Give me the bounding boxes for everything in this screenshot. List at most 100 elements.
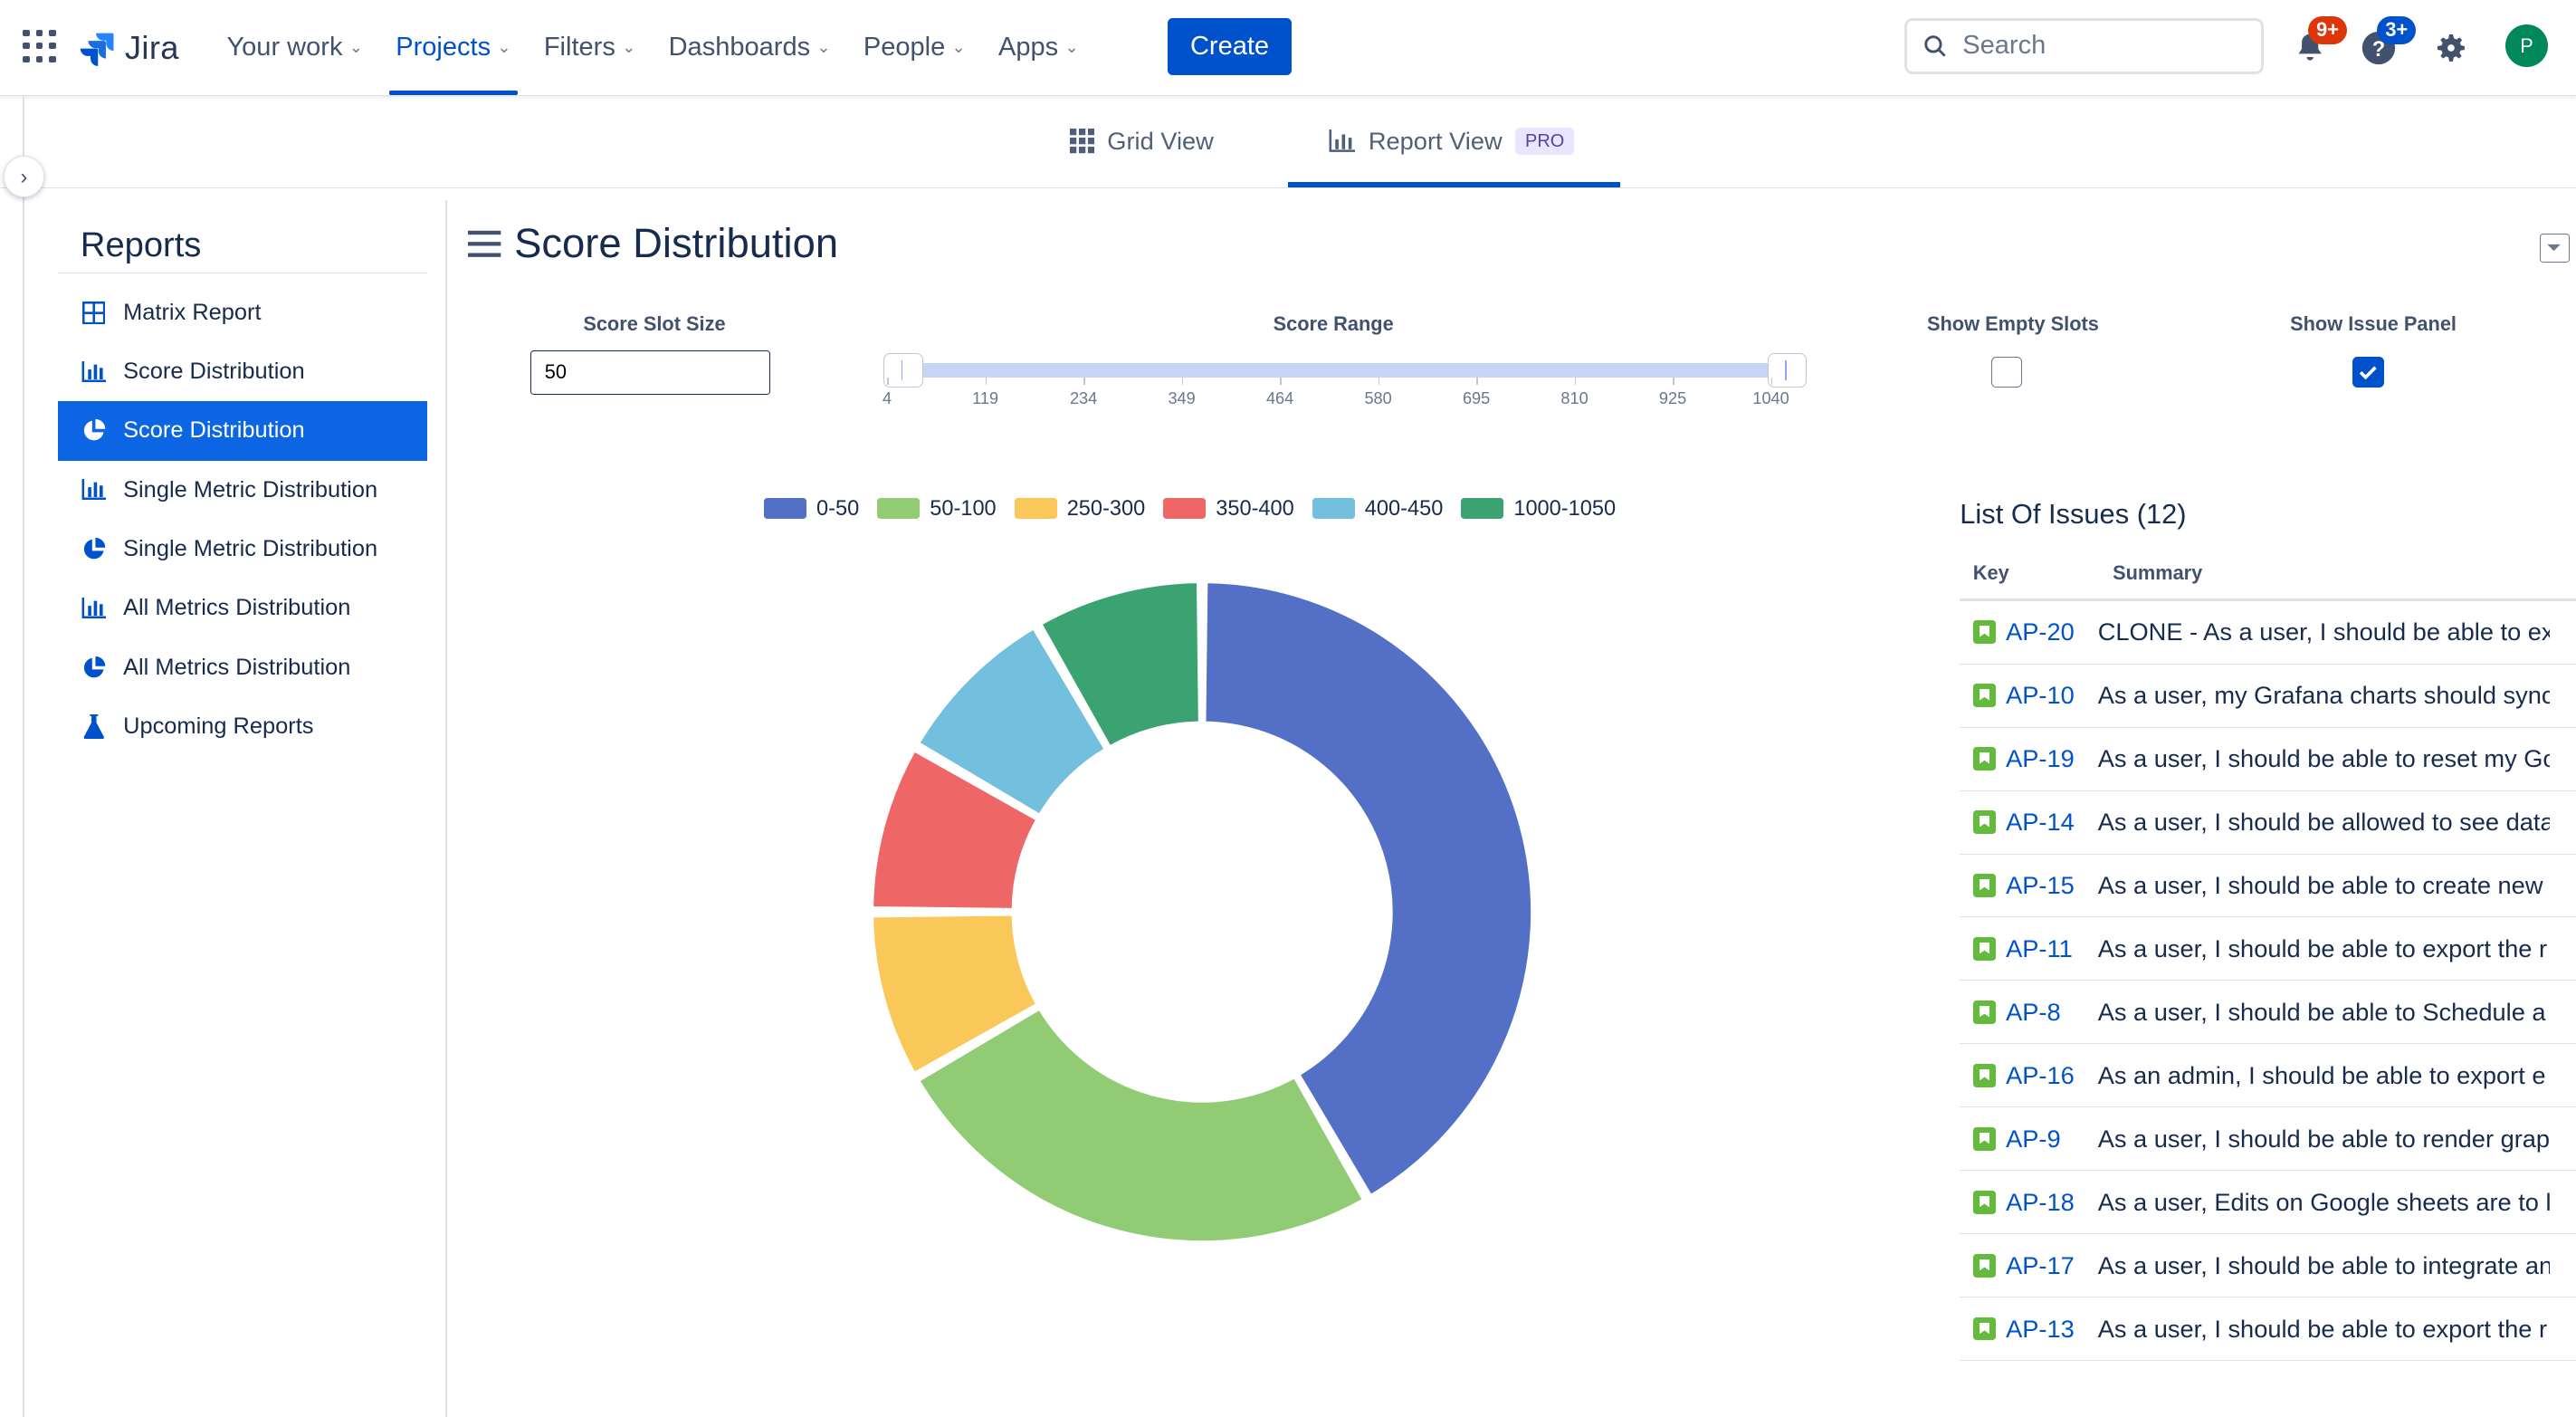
sidebar-item-score-distribution-bar[interactable]: Score Distribution: [58, 342, 427, 401]
donut-slice-350-400[interactable]: [870, 748, 1040, 912]
range-max-handle[interactable]: [1767, 353, 1808, 388]
avatar[interactable]: P: [2504, 24, 2549, 68]
story-icon: [1972, 620, 1997, 644]
sidebar-item-score-distribution-pie[interactable]: Score Distribution: [57, 401, 427, 461]
issue-key-link[interactable]: AP-8: [1960, 998, 2065, 1027]
jira-logo[interactable]: Jira: [79, 23, 179, 72]
donut-slice-250-300[interactable]: [870, 913, 1040, 1076]
table-row[interactable]: AP-11 As a user, I should be able to expo…: [1960, 917, 2576, 981]
show-issue-panel-label: Show Issue Panel: [2290, 311, 2457, 335]
table-row[interactable]: AP-9 As a user, I should be able to rende…: [1960, 1107, 2576, 1172]
sidebar-item-all-metrics-pie[interactable]: All Metrics Distribution: [58, 638, 427, 697]
issue-key-link[interactable]: AP-9: [1960, 1125, 2065, 1154]
nav-dashboards[interactable]: Dashboards ⌄: [652, 0, 846, 95]
donut-slice-400-450[interactable]: [917, 626, 1108, 818]
sidebar-expand-button[interactable]: ›: [3, 156, 45, 197]
table-row[interactable]: AP-13 As a user, I should be able to expo…: [1960, 1297, 2576, 1362]
help-badge: 3+: [2377, 16, 2417, 44]
issue-key-link[interactable]: AP-15: [1960, 871, 2075, 900]
issue-key-link[interactable]: AP-17: [1960, 1251, 2075, 1280]
range-tick-mark: [1673, 378, 1674, 385]
issue-key-text: AP-18: [2006, 1187, 2075, 1216]
legend-item[interactable]: 50-100: [877, 496, 997, 521]
nav-your-work[interactable]: Your work ⌄: [210, 0, 379, 95]
issue-key-link[interactable]: AP-11: [1960, 934, 2073, 963]
hamburger-menu-icon[interactable]: [468, 229, 501, 259]
tab-report-view[interactable]: Report View PRO: [1287, 97, 1621, 187]
pie-chart-icon: [81, 536, 107, 562]
issue-key-link[interactable]: AP-14: [1960, 808, 2075, 837]
donut-slice-1000-1050[interactable]: [1039, 579, 1202, 750]
help-button[interactable]: ? 3+: [2354, 16, 2417, 72]
range-tick-mark: [1476, 378, 1478, 385]
jira-logo-text: Jira: [124, 28, 179, 66]
story-icon: [1972, 1001, 1997, 1024]
legend-item[interactable]: 0-50: [763, 496, 859, 521]
legend-item[interactable]: 350-400: [1163, 496, 1294, 521]
donut-slice-0-50[interactable]: [1203, 579, 1535, 1198]
app-switcher-icon[interactable]: [23, 29, 56, 62]
show-issue-panel-checkbox[interactable]: [2352, 356, 2384, 388]
settings-button[interactable]: [2427, 23, 2476, 72]
issue-key-link[interactable]: AP-19: [1960, 744, 2075, 773]
issue-key-link[interactable]: AP-20: [1960, 618, 2075, 646]
issue-key-link[interactable]: AP-10: [1960, 681, 2075, 710]
slot-size-input[interactable]: [530, 349, 771, 395]
table-row[interactable]: AP-15 As a user, I should be able to crea…: [1960, 855, 2576, 918]
page-title: Score Distribution: [468, 220, 838, 267]
table-row[interactable]: AP-16 As an admin, I should be able to ex…: [1960, 1044, 2576, 1108]
search-input[interactable]: [1959, 29, 2246, 63]
range-tick-label: 234: [1069, 389, 1098, 408]
table-row[interactable]: AP-14 As a user, I should be allowed to s…: [1960, 791, 2576, 855]
show-empty-slots-checkbox[interactable]: [1990, 356, 2023, 388]
score-range-track[interactable]: [903, 363, 1788, 378]
legend-item[interactable]: 400-450: [1312, 496, 1443, 521]
sidebar-item-single-metric-pie[interactable]: Single Metric Distribution: [58, 520, 427, 579]
table-row[interactable]: AP-19 As a user, I should be able to rese…: [1960, 728, 2576, 791]
sidebar-item-all-metrics-bar[interactable]: All Metrics Distribution: [58, 579, 427, 637]
sidebar-item-upcoming-reports[interactable]: Upcoming Reports: [58, 697, 427, 756]
issue-summary: As an admin, I should be able to export …: [2097, 1060, 2546, 1089]
range-tick-mark: [1770, 378, 1773, 385]
range-tick-label: 464: [1265, 389, 1294, 408]
issue-key-link[interactable]: AP-16: [1960, 1061, 2075, 1090]
issue-key-link[interactable]: AP-18: [1960, 1188, 2075, 1217]
sidebar-item-matrix-report[interactable]: Matrix Report: [58, 283, 427, 342]
range-tick-mark: [887, 378, 889, 385]
sidebar-item-single-metric-bar[interactable]: Single Metric Distribution: [58, 461, 427, 520]
story-icon: [1972, 1317, 1997, 1341]
donut-slice-50-100[interactable]: [917, 1007, 1366, 1244]
table-row[interactable]: AP-18 As a user, Edits on Google sheets a…: [1960, 1171, 2576, 1235]
legend-swatch: [763, 497, 807, 520]
issue-key-text: AP-14: [2006, 808, 2075, 837]
tab-grid-view[interactable]: Grid View: [1069, 97, 1214, 186]
story-icon: [1972, 1254, 1997, 1278]
issue-key-link[interactable]: AP-13: [1960, 1315, 2075, 1344]
range-min-handle[interactable]: [883, 353, 924, 388]
range-tick-mark: [1378, 378, 1380, 385]
create-button[interactable]: Create: [1168, 17, 1292, 76]
notifications-button[interactable]: 9+: [2285, 16, 2348, 72]
top-navigation: Jira Your work ⌄ Projects ⌄ Filters ⌄ Dashb…: [0, 0, 2576, 97]
nav-projects[interactable]: Projects ⌄: [379, 0, 528, 96]
nav-apps[interactable]: Apps ⌄: [982, 0, 1095, 95]
issue-key-text: AP-11: [2006, 933, 2073, 962]
table-row[interactable]: AP-17 As a user, I should be able to inte…: [1960, 1234, 2576, 1298]
search-box[interactable]: [1903, 17, 2265, 74]
table-row[interactable]: AP-10 As a user, my Grafana charts should…: [1960, 665, 2576, 728]
search-icon: [1923, 35, 1946, 57]
sidebar-item-label: Single Metric Distribution: [123, 536, 378, 562]
legend-item[interactable]: 1000-1050: [1461, 496, 1616, 521]
pie-chart-icon: [81, 417, 107, 444]
issue-summary: As a user, I should be able to create ne…: [2097, 871, 2543, 899]
legend-item[interactable]: 250-300: [1014, 496, 1145, 521]
panel-toggle-icon[interactable]: [2539, 233, 2570, 263]
table-row[interactable]: AP-20 CLONE - As a user, I should be able…: [1960, 601, 2576, 665]
table-row[interactable]: AP-8 As a user, I should be able to Sched…: [1960, 981, 2576, 1045]
chevron-down-icon: ⌄: [1064, 38, 1079, 57]
nav-filters[interactable]: Filters ⌄: [528, 0, 653, 95]
issue-key-text: AP-15: [2006, 871, 2075, 899]
nav-people[interactable]: People ⌄: [847, 0, 982, 95]
range-tick-label: 349: [1168, 389, 1196, 408]
chevron-down-icon: ⌄: [951, 38, 966, 57]
